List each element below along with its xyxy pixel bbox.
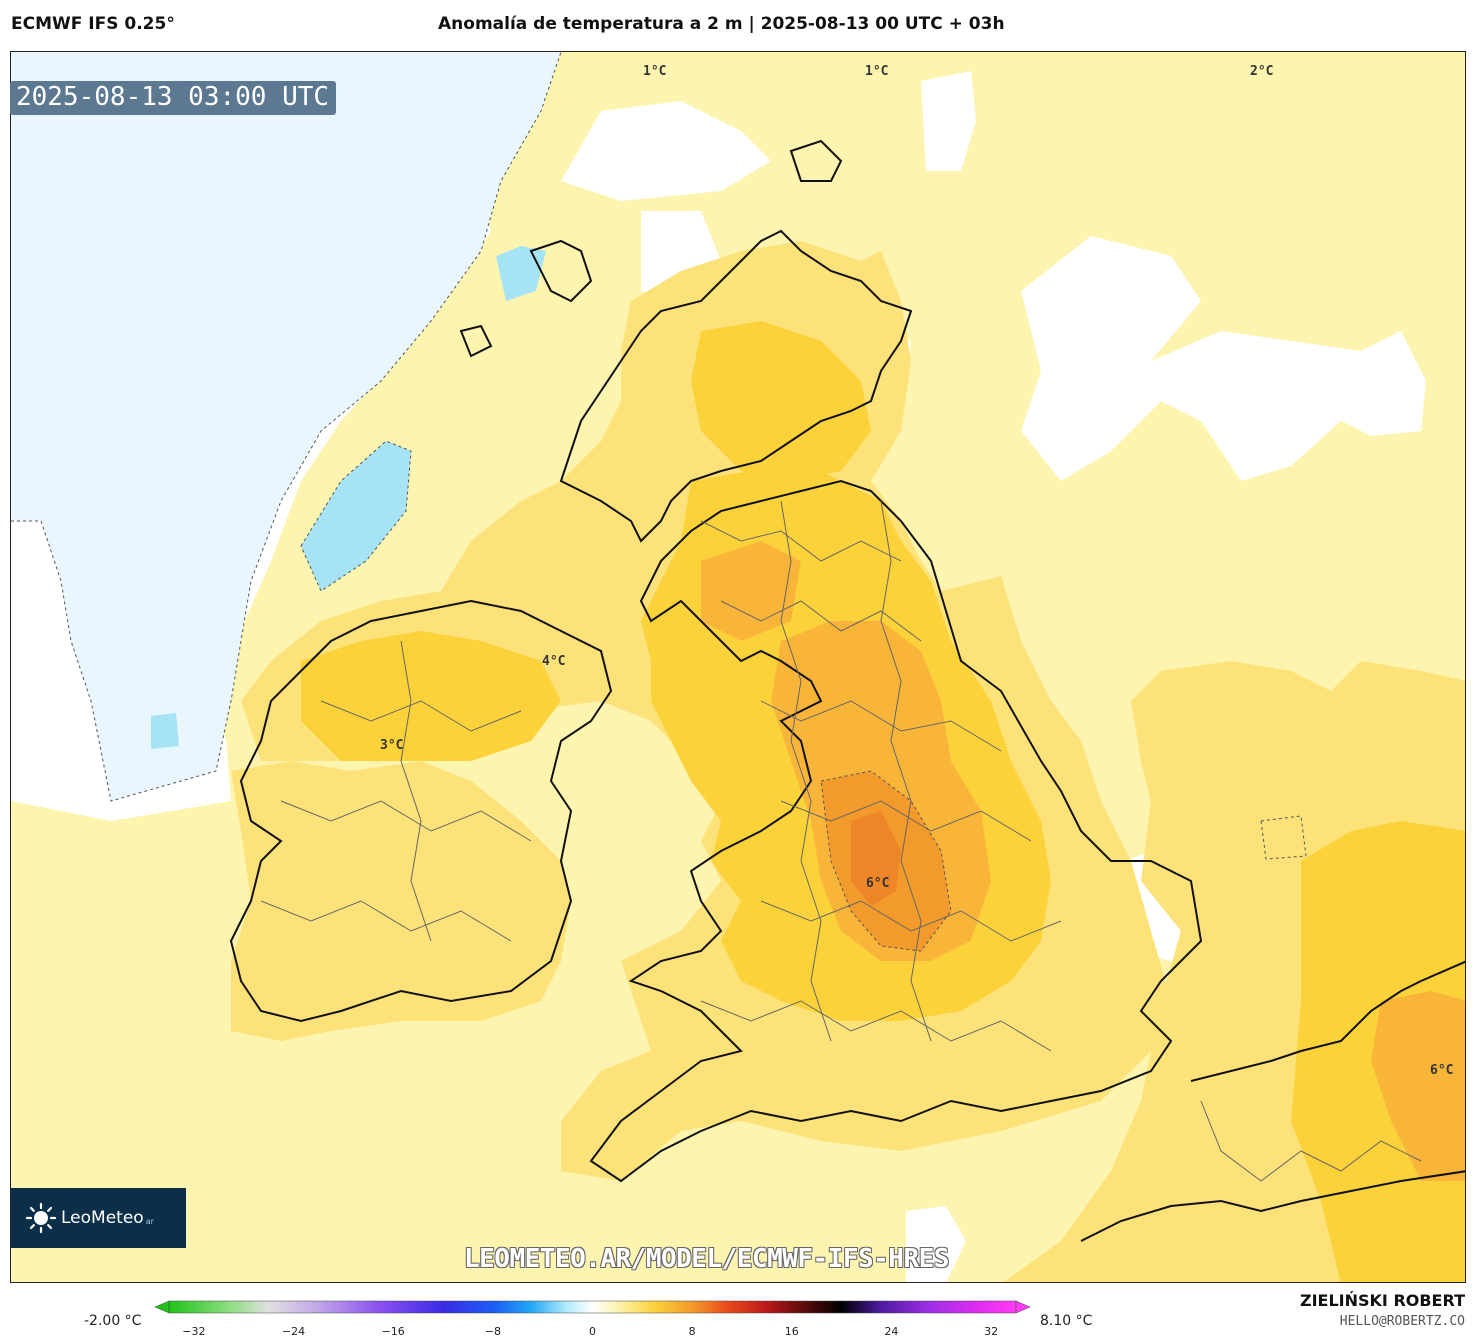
colorbar-tick-label: 16 — [784, 1325, 799, 1338]
colorbar-tick-label: 32 — [984, 1325, 999, 1338]
colorbar-min-label: -2.00 °C — [84, 1313, 142, 1329]
contour-label: 1°C — [865, 64, 889, 79]
colorbar-max-label: 8.10 °C — [1040, 1313, 1093, 1329]
colorbar-tick-label: 0 — [589, 1325, 596, 1338]
coastlines — [229, 139, 1465, 1242]
contour-label: 4°C — [542, 654, 566, 669]
colorbar-tick-label: −8 — [484, 1325, 501, 1338]
colorbar-tick-label: −24 — [281, 1325, 306, 1338]
author-name: ZIELIŃSKI ROBERT — [1299, 1291, 1465, 1310]
colorbar-tick-label: −32 — [182, 1325, 206, 1338]
contour-label: 6°C — [1430, 1063, 1454, 1078]
contour-label: 3°C — [380, 738, 404, 753]
chart-title: Anomalía de temperatura a 2 m | 2025-08-… — [438, 14, 1005, 34]
colorbar-tick-label: 8 — [688, 1325, 696, 1338]
contour-label: 6°C — [866, 876, 890, 891]
logo-wordmark: LeoMeteo — [61, 1208, 144, 1228]
author-email[interactable]: HELLO@ROBERTZ.CO — [1339, 1314, 1465, 1329]
warm-anomaly-layers — [231, 241, 1465, 1282]
map-panel[interactable] — [10, 51, 1466, 1283]
colorbar-tick-label: 24 — [884, 1325, 899, 1338]
sun-icon — [25, 1202, 57, 1234]
logo-suffix: ar — [145, 1216, 154, 1226]
colorbar-tick-label: −16 — [381, 1325, 405, 1338]
colorbar-low-arrow — [155, 1300, 170, 1314]
contour-label: 1°C — [643, 64, 667, 79]
contour-lines — [11, 52, 1307, 952]
anomaly-map — [11, 52, 1465, 1282]
admin-borders — [260, 500, 1422, 1182]
colorbar-gradient — [168, 1300, 1017, 1314]
model-url-watermark: LEOMETEO.AR/MODEL/ECMWF-IFS-HRES — [464, 1244, 949, 1274]
leometeo-logo[interactable]: LeoMeteo ar — [11, 1188, 186, 1248]
valid-time-badge: 2025-08-13 03:00 UTC — [10, 81, 337, 115]
model-title: ECMWF IFS 0.25° — [11, 14, 175, 34]
cold-regions — [11, 52, 561, 801]
contour-label: 2°C — [1250, 64, 1274, 79]
colorbar-high-arrow — [1015, 1300, 1030, 1314]
colorbar — [155, 1300, 1030, 1314]
